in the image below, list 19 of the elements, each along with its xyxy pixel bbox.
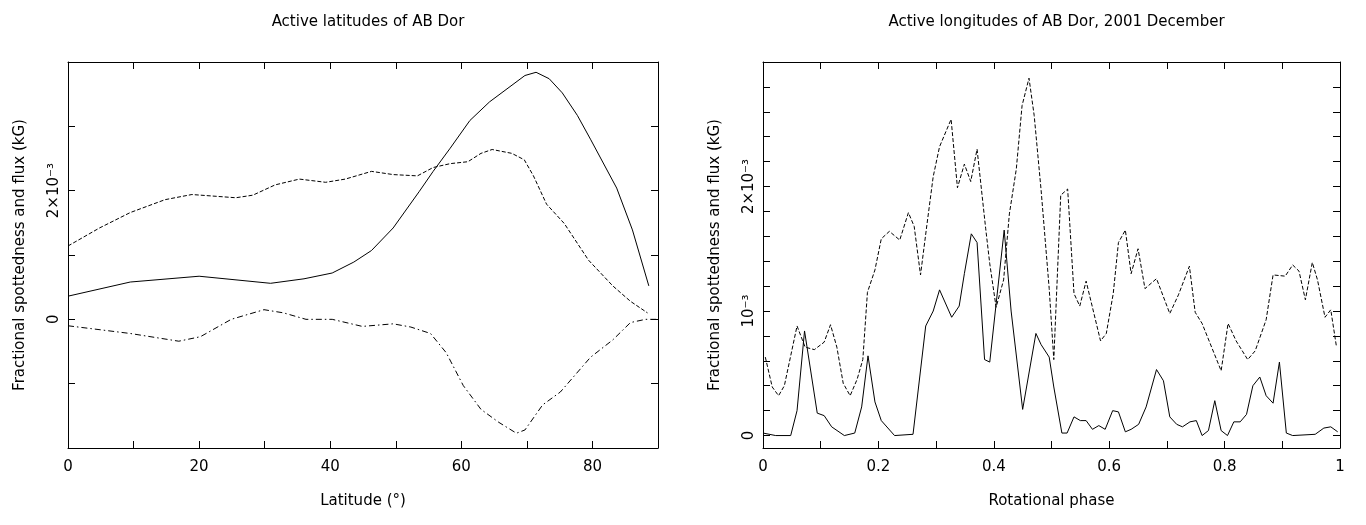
- x-tick-label: 80: [582, 456, 602, 475]
- y-tick-label: 10⁻³: [738, 294, 757, 328]
- y-tick-label: 0: [738, 430, 757, 441]
- x-tick-label: 1: [1335, 456, 1345, 475]
- x-tick-label: 20: [189, 456, 209, 475]
- chart-title: Active latitudes of AB Dor: [271, 11, 466, 30]
- x-tick-label: 60: [451, 456, 471, 475]
- x-tick-label: 0.8: [1212, 456, 1237, 475]
- y-tick-label: 2×10⁻³: [43, 163, 62, 219]
- y-axis-title: Fractional spottedness and flux (kG): [9, 119, 28, 391]
- y-tick-label: 2×10⁻³: [738, 158, 757, 215]
- x-tick-label: 40: [320, 456, 340, 475]
- x-tick-label: 0.4: [981, 456, 1006, 475]
- x-tick-label: 0.2: [866, 456, 891, 475]
- x-tick-label: 0.6: [1097, 456, 1122, 475]
- x-axis-title: Latitude (°): [320, 490, 406, 509]
- x-axis-title: Rotational phase: [988, 490, 1115, 509]
- chart-title: Active longitudes of AB Dor, 2001 December: [888, 11, 1226, 30]
- y-axis-title: Fractional spottedness and flux (kG): [704, 119, 723, 391]
